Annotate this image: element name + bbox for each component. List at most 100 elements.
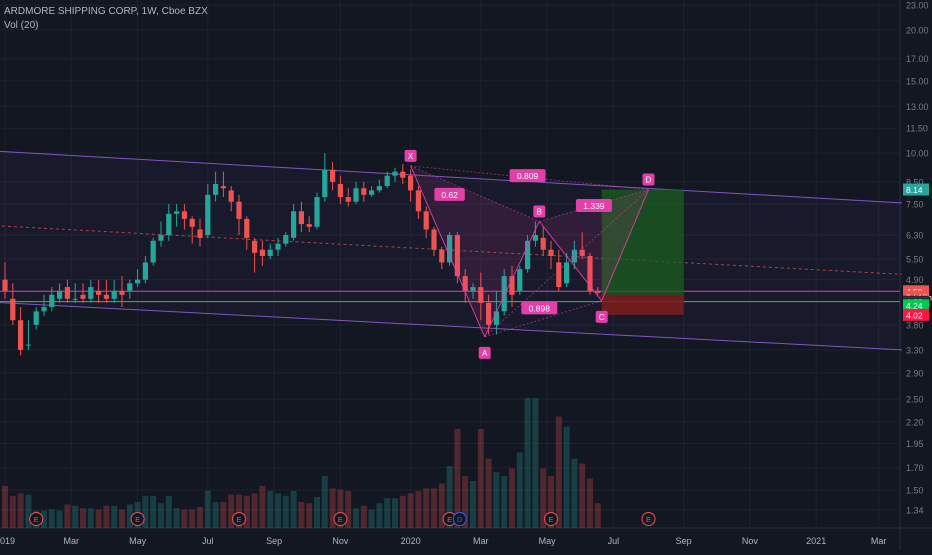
x-tick-label: Mar xyxy=(473,536,489,546)
candle-body xyxy=(88,287,94,299)
ratio-label: 0.898 xyxy=(529,303,551,313)
x-tick-label: May xyxy=(129,536,147,546)
candle-body xyxy=(252,240,258,253)
candle-body xyxy=(384,175,390,187)
candle-body xyxy=(400,171,406,178)
volume-bar xyxy=(571,458,578,528)
candle-body xyxy=(244,218,250,238)
volume-bar xyxy=(197,506,203,528)
candle-body xyxy=(587,255,593,291)
candle-body xyxy=(369,190,375,195)
y-tick-label: 4.90 xyxy=(906,275,924,285)
y-tick-label: 20.00 xyxy=(906,25,929,35)
volume-bar xyxy=(48,509,55,528)
event-marker-e xyxy=(29,512,44,526)
volume-bar xyxy=(548,476,554,528)
volume-bar xyxy=(462,476,469,528)
candle-body xyxy=(236,201,242,219)
volume-bar xyxy=(181,509,188,528)
pattern-point-d-marker xyxy=(642,173,655,186)
pattern-leg xyxy=(410,165,540,222)
volume-bar xyxy=(563,426,570,528)
x-tick-label: Sep xyxy=(676,536,692,546)
volume-bar xyxy=(555,416,562,528)
candle-body xyxy=(517,269,523,291)
volume-bar xyxy=(477,428,484,528)
volume-bar xyxy=(259,485,266,528)
candle-body xyxy=(228,190,234,202)
volume-bar xyxy=(282,495,289,528)
x-tick-label: Jul xyxy=(608,536,620,546)
x-tick-label: Jul xyxy=(202,536,214,546)
ratio-label: 1.339 xyxy=(583,201,605,211)
volume-bar xyxy=(64,504,71,528)
y-tick-label: 2.50 xyxy=(906,395,924,405)
candle-body xyxy=(220,186,226,189)
candle-body xyxy=(189,218,195,227)
candle-body xyxy=(111,290,117,299)
volume-bar xyxy=(493,472,500,528)
pattern-leg xyxy=(601,189,649,302)
volume-bar xyxy=(306,503,313,528)
trade-zones xyxy=(601,189,684,315)
event-marker-e xyxy=(641,512,656,526)
candle-body xyxy=(556,262,562,288)
symbol-title: ARDMORE SHIPPING CORP, 1W, Cboe BZX xyxy=(4,6,208,17)
volume-bar xyxy=(126,504,133,528)
ratio-badge xyxy=(521,301,558,315)
y-tick-label: 23.00 xyxy=(906,1,929,11)
pattern-xab-fill xyxy=(410,165,540,337)
y-tick-label: 13.00 xyxy=(906,102,929,112)
volume-bar xyxy=(368,509,375,528)
volume-bar xyxy=(345,490,352,528)
stop-zone xyxy=(601,294,684,315)
candle-body xyxy=(353,188,359,202)
candle-body xyxy=(337,183,343,198)
price-tags: 8.144.593d 18h4.334.244.02 xyxy=(903,183,932,321)
x-tick-label: Sep xyxy=(266,536,282,546)
volume-bar xyxy=(384,498,391,528)
volume-bar xyxy=(87,508,94,528)
candle-body xyxy=(298,211,304,225)
pattern-leg xyxy=(484,300,602,338)
ratio-label: 0.809 xyxy=(517,171,539,181)
volume-bar xyxy=(95,509,102,528)
volume-bar xyxy=(275,493,281,528)
pattern-point-label: X xyxy=(408,152,414,161)
event-marker-label: E xyxy=(34,515,39,524)
price-tag-label: 4.24 xyxy=(906,301,923,311)
candlesticks xyxy=(2,152,601,356)
candle-body xyxy=(579,249,585,256)
pattern-point-label: A xyxy=(482,349,488,358)
harmonic-pattern: X A B C D 0.62 0.809 1.339 0.898 xyxy=(404,149,655,359)
volume-bar xyxy=(540,468,547,528)
volume-bar xyxy=(189,509,196,528)
volume-bar xyxy=(399,495,406,528)
volume-bar xyxy=(158,503,164,528)
volume-bar xyxy=(446,466,453,528)
candle-body xyxy=(2,279,8,291)
candle-body xyxy=(291,211,297,238)
pattern-point-b-marker xyxy=(533,205,546,218)
volume-bar xyxy=(17,493,24,528)
y-tick-label: 1.50 xyxy=(906,485,924,495)
candle-body xyxy=(166,213,172,236)
candle-body xyxy=(181,211,187,219)
candle-body xyxy=(150,240,156,263)
candle-body xyxy=(267,249,273,256)
volume-bar xyxy=(454,428,461,528)
candle-body xyxy=(532,235,538,241)
event-marker-e xyxy=(130,512,145,526)
event-marker-e xyxy=(232,512,246,526)
pattern-bcd-fill xyxy=(539,189,649,301)
volume-bar xyxy=(587,478,593,528)
x-tick-label: 2019 xyxy=(0,536,15,546)
y-tick-label: 5.50 xyxy=(906,255,924,265)
candle-body xyxy=(25,344,31,346)
volume-bar xyxy=(501,476,508,528)
candle-body xyxy=(174,211,180,214)
y-tick-label: 10.00 xyxy=(906,148,929,158)
